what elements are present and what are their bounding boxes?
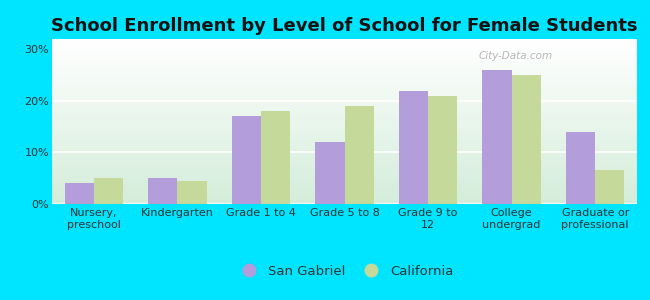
Bar: [482, 70, 512, 204]
Text: City-Data.com: City-Data.com: [479, 50, 553, 61]
Bar: [177, 181, 207, 204]
Bar: [231, 116, 261, 204]
Bar: [261, 111, 290, 204]
Title: School Enrollment by Level of School for Female Students: School Enrollment by Level of School for…: [51, 17, 638, 35]
Bar: [148, 178, 177, 204]
Bar: [64, 183, 94, 204]
Legend: San Gabriel, California: San Gabriel, California: [231, 260, 458, 283]
Bar: [399, 91, 428, 204]
Bar: [512, 75, 541, 204]
Bar: [94, 178, 123, 204]
Bar: [566, 132, 595, 204]
Bar: [595, 170, 625, 204]
Bar: [344, 106, 374, 204]
Bar: [315, 142, 344, 204]
Bar: [428, 96, 458, 204]
